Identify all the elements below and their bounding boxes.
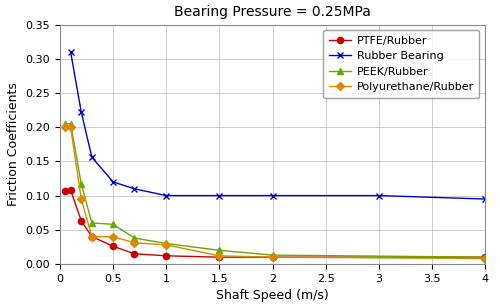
Rubber Bearing bbox=[482, 197, 488, 201]
PEEK/Rubber bbox=[62, 122, 68, 126]
PTFE/Rubber bbox=[62, 189, 68, 193]
PEEK/Rubber bbox=[482, 255, 488, 259]
Polyurethane/Rubber bbox=[270, 255, 276, 259]
Polyurethane/Rubber bbox=[482, 257, 488, 260]
Line: Polyurethane/Rubber: Polyurethane/Rubber bbox=[62, 124, 488, 262]
PEEK/Rubber bbox=[89, 221, 95, 225]
Rubber Bearing bbox=[110, 180, 116, 184]
PEEK/Rubber bbox=[163, 242, 169, 245]
PTFE/Rubber bbox=[163, 254, 169, 258]
Polyurethane/Rubber bbox=[78, 197, 84, 201]
Line: PTFE/Rubber: PTFE/Rubber bbox=[62, 187, 488, 260]
PEEK/Rubber bbox=[110, 223, 116, 226]
Polyurethane/Rubber bbox=[110, 235, 116, 239]
Rubber Bearing bbox=[78, 110, 84, 114]
PEEK/Rubber bbox=[68, 122, 73, 126]
Polyurethane/Rubber bbox=[62, 125, 68, 129]
Polyurethane/Rubber bbox=[163, 243, 169, 247]
PTFE/Rubber bbox=[482, 255, 488, 259]
PTFE/Rubber bbox=[132, 252, 138, 256]
PTFE/Rubber bbox=[78, 219, 84, 223]
Rubber Bearing bbox=[132, 187, 138, 191]
Rubber Bearing bbox=[376, 194, 382, 197]
PTFE/Rubber bbox=[270, 255, 276, 259]
X-axis label: Shaft Speed (m/s): Shaft Speed (m/s) bbox=[216, 289, 329, 302]
Polyurethane/Rubber bbox=[132, 241, 138, 245]
PTFE/Rubber bbox=[89, 235, 95, 239]
Line: PEEK/Rubber: PEEK/Rubber bbox=[62, 121, 488, 260]
Polyurethane/Rubber bbox=[68, 125, 73, 129]
Rubber Bearing bbox=[89, 155, 95, 159]
PEEK/Rubber bbox=[270, 253, 276, 257]
PEEK/Rubber bbox=[216, 248, 222, 252]
Line: Rubber Bearing: Rubber Bearing bbox=[68, 49, 488, 202]
Polyurethane/Rubber bbox=[216, 254, 222, 258]
PTFE/Rubber bbox=[216, 255, 222, 259]
PTFE/Rubber bbox=[68, 188, 73, 192]
Y-axis label: Friction Coefficients: Friction Coefficients bbox=[7, 82, 20, 206]
PTFE/Rubber bbox=[110, 244, 116, 248]
PEEK/Rubber bbox=[132, 236, 138, 240]
PEEK/Rubber bbox=[78, 182, 84, 186]
Title: Bearing Pressure = 0.25MPa: Bearing Pressure = 0.25MPa bbox=[174, 5, 371, 19]
Rubber Bearing bbox=[68, 50, 73, 54]
Rubber Bearing bbox=[270, 194, 276, 197]
Polyurethane/Rubber bbox=[89, 235, 95, 239]
Legend: PTFE/Rubber, Rubber Bearing, PEEK/Rubber, Polyurethane/Rubber: PTFE/Rubber, Rubber Bearing, PEEK/Rubber… bbox=[324, 30, 480, 98]
Rubber Bearing bbox=[216, 194, 222, 197]
Rubber Bearing bbox=[163, 194, 169, 197]
